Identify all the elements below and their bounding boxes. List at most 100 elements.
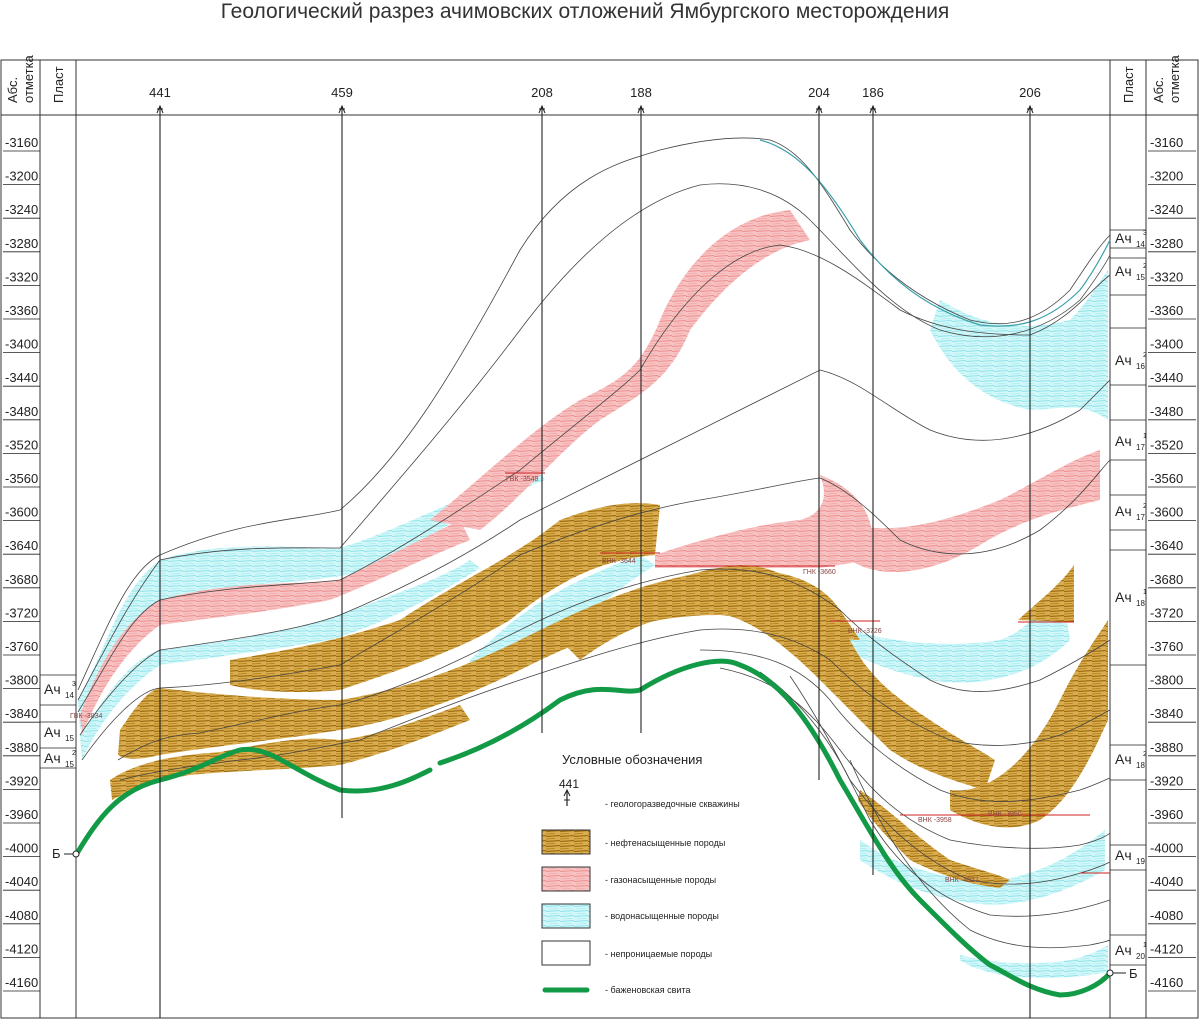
- stratum-label: Ач: [44, 750, 61, 766]
- depth-tick-right: -3480: [1150, 404, 1183, 419]
- depth-tick-left: -3840: [5, 706, 38, 721]
- stratum-label: Ач: [1115, 433, 1132, 449]
- gas-ach16-center: [430, 210, 810, 530]
- depth-tick-left: -4080: [5, 908, 38, 923]
- stratum-label: Ач: [1115, 589, 1132, 605]
- stratum-label: Ач: [1115, 942, 1132, 958]
- depth-tick-left: -3920: [5, 773, 38, 788]
- water-upper-east: [930, 270, 1108, 420]
- stratum-sub: 14: [1136, 240, 1145, 249]
- depth-tick-right: -3920: [1150, 773, 1183, 788]
- stratum-sup: 1: [1143, 589, 1147, 596]
- frame: [0, 59, 1199, 1019]
- abs-label-right-1: Абс.: [1151, 77, 1166, 103]
- abs-label-left-2: отметка: [21, 54, 36, 103]
- vnk-3644-label: ВНК -3644: [602, 558, 636, 565]
- b-marker-right-label: Б: [1129, 966, 1138, 981]
- depth-tick-right: -3960: [1150, 807, 1183, 822]
- depth-tick-right: -4160: [1150, 975, 1183, 990]
- depth-tick-right: -3680: [1150, 572, 1183, 587]
- well-206: 206: [1019, 85, 1041, 1018]
- legend-item-bazhen: - баженовская свита: [605, 985, 690, 995]
- depth-tick-left: -3880: [5, 740, 38, 755]
- depth-tick-left: -3360: [5, 303, 38, 318]
- stratum-label: Ач: [1115, 751, 1132, 767]
- plast-label-left: Пласт: [51, 66, 66, 103]
- bazhen-suite-line: [73, 658, 1113, 998]
- stratum-right: Ач 19: [1115, 847, 1145, 866]
- oil-ach16-center: [230, 503, 660, 693]
- stratum-label: Ач: [1115, 263, 1132, 279]
- stratum-sup: 2: [72, 750, 76, 757]
- stratum-left: Ач 15: [44, 724, 74, 743]
- stratum-left: Ач 15 2: [44, 750, 76, 769]
- stratum-label: Ач: [44, 724, 61, 740]
- stratum-sub: 18: [1136, 761, 1145, 770]
- depth-tick-right: -3200: [1150, 169, 1183, 184]
- legend: Условные обозначения 441 - геологоразвед…: [535, 743, 795, 1013]
- stratum-right: Ач 18 1: [1115, 589, 1147, 608]
- legend-item-water: - водонасыщенные породы: [605, 911, 719, 921]
- legend-well-icon: [563, 788, 571, 806]
- depth-tick-right: -3360: [1150, 303, 1183, 318]
- stratum-sub: 18: [1136, 599, 1145, 608]
- depth-tick-left: -3800: [5, 673, 38, 688]
- depth-tick-left: -3520: [5, 437, 38, 452]
- well-441: 441: [149, 85, 171, 1018]
- stratum-sub: 17: [1136, 443, 1145, 452]
- stratum-sub: 16: [1136, 362, 1145, 371]
- b-marker-left-label: Б: [52, 846, 61, 861]
- legend-swatch-gas: [541, 866, 591, 892]
- depth-tick-left: -3720: [5, 605, 38, 620]
- well-208: 208: [531, 85, 553, 733]
- stratum-sub: 17: [1136, 513, 1145, 522]
- gas-gnk-center: [655, 475, 873, 568]
- depth-tick-right: -3640: [1150, 538, 1183, 553]
- well-number: 206: [1019, 85, 1041, 100]
- depth-tick-right: -3560: [1150, 471, 1183, 486]
- stratum-sub: 15: [1136, 273, 1145, 282]
- fluid-contacts: [505, 472, 1110, 874]
- well-number: 208: [531, 85, 553, 100]
- depth-tick-right: -4120: [1150, 941, 1183, 956]
- legend-item-wells: - геологоразведочные скважины: [605, 799, 740, 809]
- stratum-sup: 1: [1143, 942, 1147, 949]
- stratum-label: Ач: [1115, 352, 1132, 368]
- stratum-right: Ач 20 1: [1115, 942, 1147, 961]
- gas-ach14-west: [80, 520, 470, 735]
- stratum-sub: 19: [1136, 857, 1145, 866]
- stratum-right: Ач 16 2: [1115, 352, 1147, 371]
- abs-label-left-1: Абс.: [5, 77, 20, 103]
- depth-tick-right: -3600: [1150, 505, 1183, 520]
- depth-tick-left: -3440: [5, 370, 38, 385]
- correlation-lines: [77, 137, 1111, 949]
- plast-label-right: Пласт: [1121, 66, 1136, 103]
- stratum-right: Ач 17 1: [1115, 433, 1147, 452]
- stratum-label: Ач: [1115, 230, 1132, 246]
- legend-swatch-water: [541, 903, 591, 929]
- depth-tick-left: -3600: [5, 505, 38, 520]
- gas-ach17-east: [850, 450, 1100, 572]
- stratum-right: Ач 14 3: [1115, 230, 1147, 249]
- legend-item-oil: - нефтенасыщенные породы: [605, 838, 725, 848]
- legend-well-number: 441: [559, 777, 579, 791]
- b-marker-left: Б: [52, 846, 80, 861]
- oil-deep-west-wedge: [110, 705, 470, 800]
- well-number: 186: [862, 85, 884, 100]
- gas-bodies: [80, 210, 1100, 735]
- well-186: 186: [862, 85, 884, 875]
- depth-tick-right: -3800: [1150, 673, 1183, 688]
- depth-tick-left: -4120: [5, 941, 38, 956]
- depth-tick-right: -3880: [1150, 740, 1183, 755]
- depth-tick-left: -3160: [5, 135, 38, 150]
- depth-tick-left: -4160: [5, 975, 38, 990]
- top-boundary-east: [759, 139, 1111, 327]
- stratum-sup: 2: [1143, 352, 1147, 359]
- depth-tick-left: -3280: [5, 236, 38, 251]
- depth-scale: -3160 -3160 -3200 -3200 -3240 -3240 -3280 -3280…: [3, 135, 1196, 992]
- stratum-right: Ач 17 2: [1115, 503, 1147, 522]
- well-number: 188: [630, 85, 652, 100]
- well-number: 459: [331, 85, 353, 100]
- abs-label-right-2: отметка: [1167, 54, 1182, 103]
- stratum-label: Ач: [1115, 847, 1132, 863]
